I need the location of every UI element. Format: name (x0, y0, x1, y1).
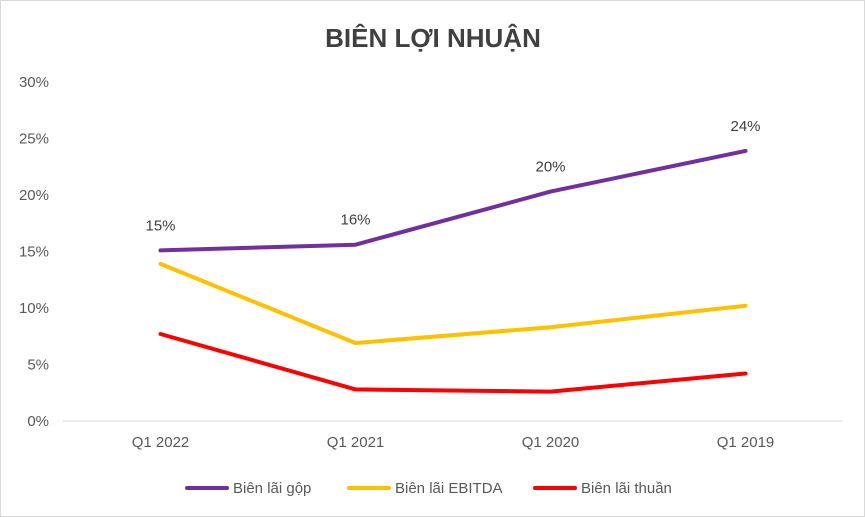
legend-item-1: Biên lãi EBITDA (347, 480, 503, 497)
y-tick-label: 5% (27, 357, 49, 374)
x-tick-label: Q1 2022 (132, 434, 190, 451)
axes: 0% 5% 10% 15% 20% 25% 30% Q1 2022 Q1 2021 Q1 2020… (19, 74, 843, 451)
data-label: 16% (340, 212, 370, 229)
data-labels: 15% 16% 20% 24% (145, 118, 760, 234)
legend-label: Biên lãi gộp (233, 480, 311, 497)
y-tick-label: 15% (19, 244, 49, 261)
legend-label: Biên lãi EBITDA (395, 480, 503, 497)
series-line-0 (158, 148, 748, 253)
series-line-2 (158, 332, 748, 394)
y-tick-label: 25% (19, 131, 49, 148)
x-tick-label: Q1 2019 (717, 434, 775, 451)
data-label: 24% (730, 118, 760, 135)
data-label: 15% (145, 217, 175, 234)
legend-label: Biên lãi thuần (581, 480, 672, 497)
legend: Biên lãi gộp Biên lãi EBITDA Biên lãi thuầ… (185, 480, 672, 497)
y-tick-label: 30% (19, 74, 49, 91)
y-tick-label: 0% (27, 413, 49, 430)
series-line-1 (158, 261, 748, 345)
y-tick-label: 10% (19, 300, 49, 317)
legend-item-2: Biên lãi thuần (533, 480, 672, 497)
series-lines (158, 148, 748, 394)
chart-title: BIÊN LỢI NHUẬN (325, 23, 541, 53)
x-tick-label: Q1 2021 (327, 434, 385, 451)
data-label: 20% (535, 159, 565, 176)
y-tick-label: 20% (19, 187, 49, 204)
legend-item-0: Biên lãi gộp (185, 480, 311, 497)
x-tick-label: Q1 2020 (522, 434, 580, 451)
